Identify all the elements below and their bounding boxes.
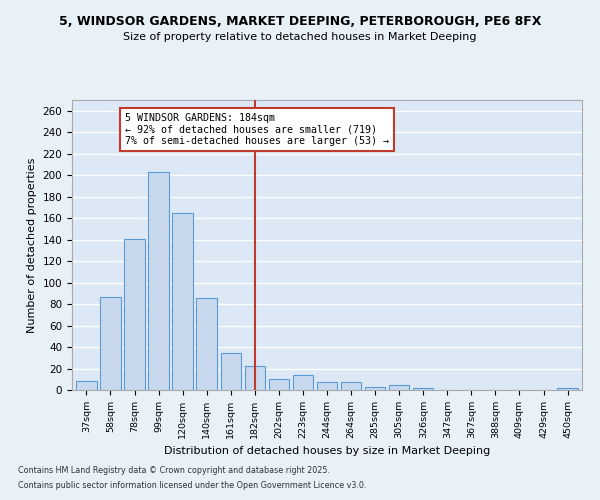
Text: Contains HM Land Registry data © Crown copyright and database right 2025.: Contains HM Land Registry data © Crown c… [18, 466, 330, 475]
Bar [317, 382, 337, 390]
Bar [124, 238, 145, 390]
Y-axis label: Number of detached properties: Number of detached properties [27, 158, 37, 332]
Text: Size of property relative to detached houses in Market Deeping: Size of property relative to detached ho… [123, 32, 477, 42]
Bar [293, 375, 313, 390]
X-axis label: Distribution of detached houses by size in Market Deeping: Distribution of detached houses by size … [164, 446, 490, 456]
Text: 5 WINDSOR GARDENS: 184sqm
← 92% of detached houses are smaller (719)
7% of semi-: 5 WINDSOR GARDENS: 184sqm ← 92% of detac… [125, 113, 389, 146]
Bar [196, 298, 217, 390]
Text: Contains public sector information licensed under the Open Government Licence v3: Contains public sector information licen… [18, 481, 367, 490]
Bar [245, 366, 265, 390]
Text: 5, WINDSOR GARDENS, MARKET DEEPING, PETERBOROUGH, PE6 8FX: 5, WINDSOR GARDENS, MARKET DEEPING, PETE… [59, 15, 541, 28]
Bar [269, 380, 289, 390]
Bar [76, 382, 97, 390]
Bar [341, 382, 361, 390]
Bar [389, 384, 409, 390]
Bar [172, 213, 193, 390]
Bar [413, 388, 433, 390]
Bar [557, 388, 578, 390]
Bar [221, 354, 241, 390]
Bar [365, 387, 385, 390]
Bar [100, 296, 121, 390]
Bar [148, 172, 169, 390]
